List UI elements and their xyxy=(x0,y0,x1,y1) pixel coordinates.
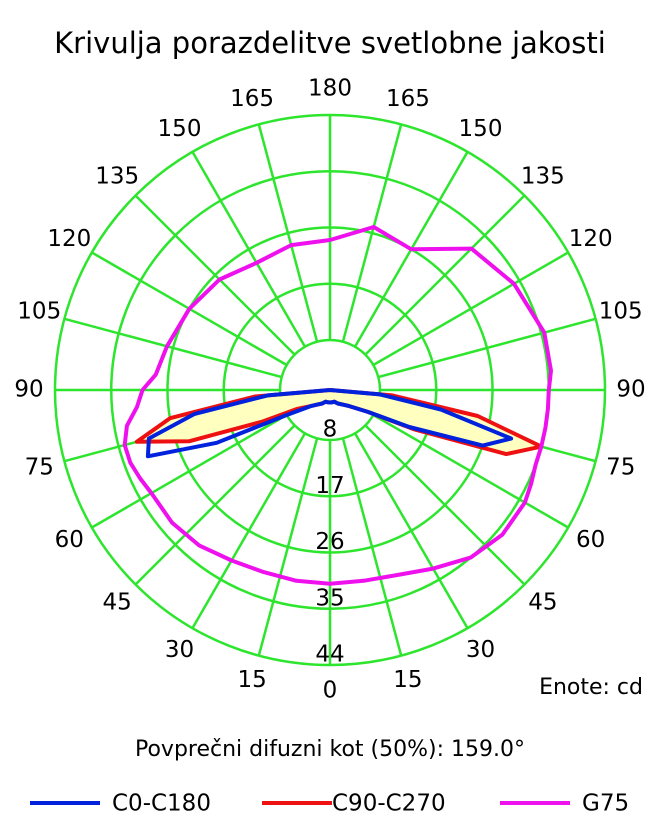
grid-spoke xyxy=(364,424,526,586)
angle-label: 150 xyxy=(459,116,503,142)
angle-label: 90 xyxy=(616,377,645,403)
legend-label: C90-C270 xyxy=(332,791,446,817)
series-curve xyxy=(145,388,514,459)
labels: 0 15 15 30 30 45 45 60 60 75 75 90 90 105 105 120 120 135… xyxy=(14,76,645,704)
angle-label: 45 xyxy=(528,589,557,615)
angle-label: 75 xyxy=(25,454,54,480)
angle-label: 105 xyxy=(599,299,643,325)
angle-label: 0 xyxy=(323,678,338,704)
unit-label: Enote: cd xyxy=(539,675,643,700)
grid-spoke xyxy=(191,151,307,348)
radial-label: 8 xyxy=(323,417,338,443)
legend: C0-C180 C90-C270 G75 xyxy=(30,791,629,817)
angle-label: 90 xyxy=(14,377,43,403)
legend-label: C0-C180 xyxy=(112,791,211,817)
grid-spoke xyxy=(341,124,403,343)
chart-title: Krivulja porazdelitve svetlobne jakosti xyxy=(54,26,606,60)
radial-label: 26 xyxy=(315,529,344,555)
angle-label: 120 xyxy=(47,226,91,252)
angle-label: 135 xyxy=(95,164,139,190)
polar-grid xyxy=(53,113,607,667)
curves xyxy=(122,225,553,586)
note: Povprečni difuzni kot (50%): 159.0° xyxy=(135,737,525,762)
series-curve xyxy=(122,225,553,586)
grid-spoke xyxy=(134,424,296,586)
radial-label: 35 xyxy=(315,585,344,611)
grid-spoke xyxy=(91,413,288,529)
angle-label: 180 xyxy=(308,76,352,102)
grid-spoke xyxy=(372,413,569,529)
radial-label: 17 xyxy=(315,473,344,499)
angle-label: 60 xyxy=(55,527,84,553)
angle-label: 75 xyxy=(606,454,635,480)
angle-label: 30 xyxy=(165,637,194,663)
angle-label: 120 xyxy=(569,226,613,252)
grid-spoke xyxy=(134,194,296,356)
angle-label: 45 xyxy=(103,589,132,615)
grid-spoke xyxy=(353,432,469,629)
grid-spoke xyxy=(257,124,319,343)
angle-label: 15 xyxy=(237,667,266,693)
grid-spoke xyxy=(257,437,319,656)
angle-label: 30 xyxy=(466,637,495,663)
grid-spoke xyxy=(191,432,307,629)
grid-spoke xyxy=(372,251,569,367)
angle-label: 165 xyxy=(386,86,430,112)
angle-label: 15 xyxy=(393,667,422,693)
grid-spoke xyxy=(341,437,403,656)
angle-label: 60 xyxy=(576,527,605,553)
grid-spoke xyxy=(364,194,526,356)
grid-spoke xyxy=(377,317,596,379)
angle-label: 165 xyxy=(230,86,274,112)
radial-label: 44 xyxy=(315,642,344,668)
legend-label: G75 xyxy=(582,791,629,817)
angle-label: 135 xyxy=(521,164,565,190)
angle-label: 105 xyxy=(17,299,61,325)
grid-spoke xyxy=(64,317,283,379)
angle-label: 150 xyxy=(158,116,202,142)
